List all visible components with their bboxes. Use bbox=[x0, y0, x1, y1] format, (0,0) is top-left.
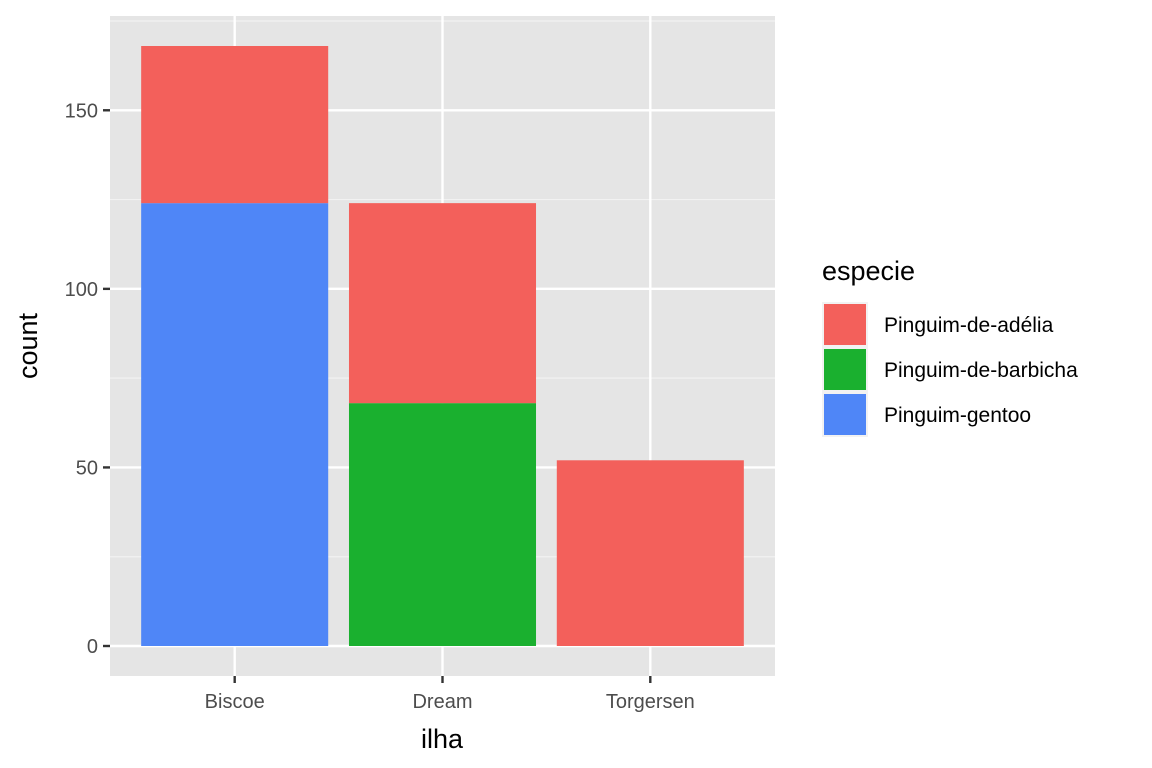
x-axis-title: ilha bbox=[421, 724, 464, 754]
y-tick-label: 100 bbox=[65, 279, 98, 301]
bar-segment bbox=[141, 203, 329, 646]
legend: especie Pinguim-de-adélia Pinguim-de-barb… bbox=[822, 256, 1078, 437]
legend-label: Pinguim-de-adélia bbox=[884, 314, 1054, 337]
x-axis: Biscoe Dream Torgersen bbox=[205, 676, 695, 713]
bar-segment bbox=[556, 460, 744, 646]
y-axis-title: count bbox=[13, 312, 43, 379]
legend-label: Pinguim-de-barbicha bbox=[884, 359, 1078, 382]
legend-key-swatch bbox=[824, 394, 866, 435]
bar-segment bbox=[348, 403, 537, 646]
legend-key-swatch bbox=[824, 349, 866, 390]
x-tick-label: Biscoe bbox=[205, 691, 265, 713]
x-tick-label: Dream bbox=[412, 691, 472, 713]
y-tick-label: 0 bbox=[87, 636, 98, 658]
y-tick-label: 150 bbox=[65, 100, 98, 122]
y-axis: 0 50 100 150 bbox=[65, 100, 110, 658]
legend-title: especie bbox=[822, 256, 915, 286]
bar-segment bbox=[141, 46, 329, 204]
y-tick-label: 50 bbox=[76, 457, 98, 479]
legend-label: Pinguim-gentoo bbox=[884, 404, 1031, 427]
bar-segment bbox=[348, 203, 537, 404]
bars bbox=[141, 46, 744, 646]
legend-key-swatch bbox=[824, 304, 866, 345]
x-tick-label: Torgersen bbox=[606, 691, 695, 713]
